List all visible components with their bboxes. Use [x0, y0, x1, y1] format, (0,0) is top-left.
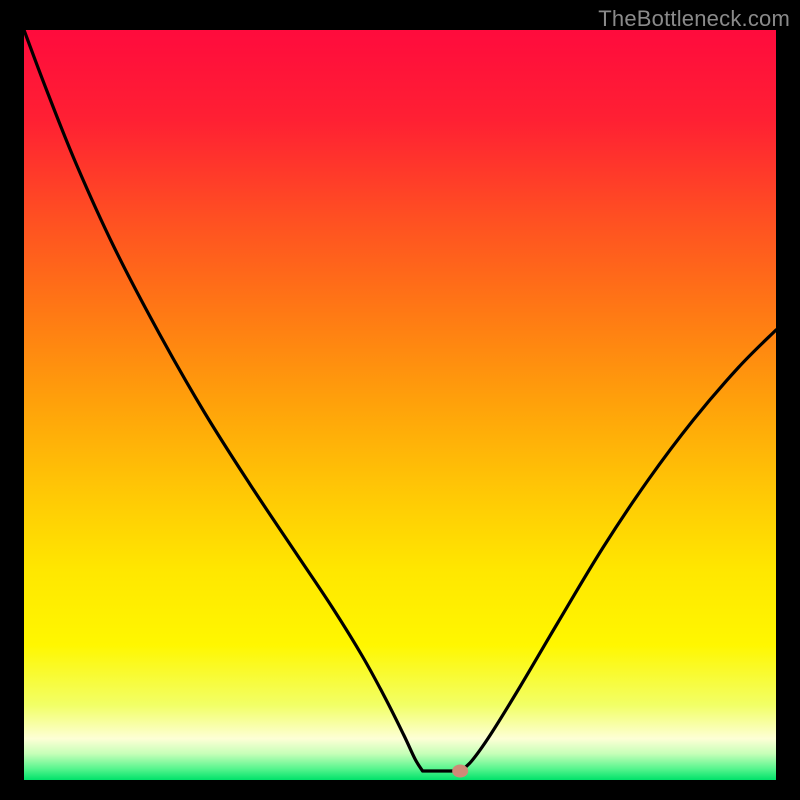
optimal-point-marker	[452, 765, 468, 778]
bottleneck-chart	[0, 0, 800, 800]
plot-background	[24, 30, 776, 780]
chart-container: TheBottleneck.com	[0, 0, 800, 800]
